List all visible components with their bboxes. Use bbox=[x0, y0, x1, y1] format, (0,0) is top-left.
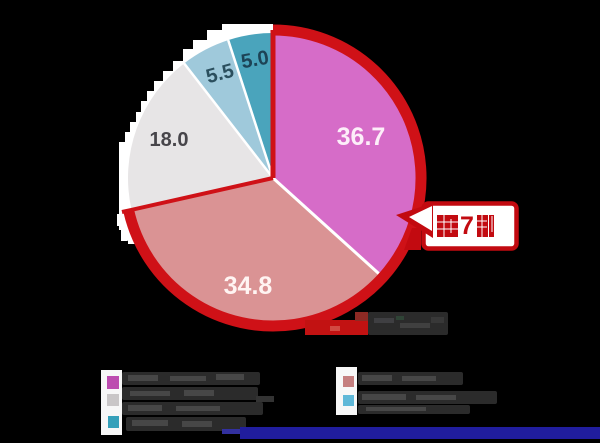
svg-text:18.0: 18.0 bbox=[150, 129, 189, 151]
svg-text:5.0: 5.0 bbox=[239, 47, 270, 73]
svg-text:36.7: 36.7 bbox=[337, 123, 386, 151]
svg-text:34.8: 34.8 bbox=[224, 272, 273, 300]
svg-text:7: 7 bbox=[460, 212, 474, 240]
